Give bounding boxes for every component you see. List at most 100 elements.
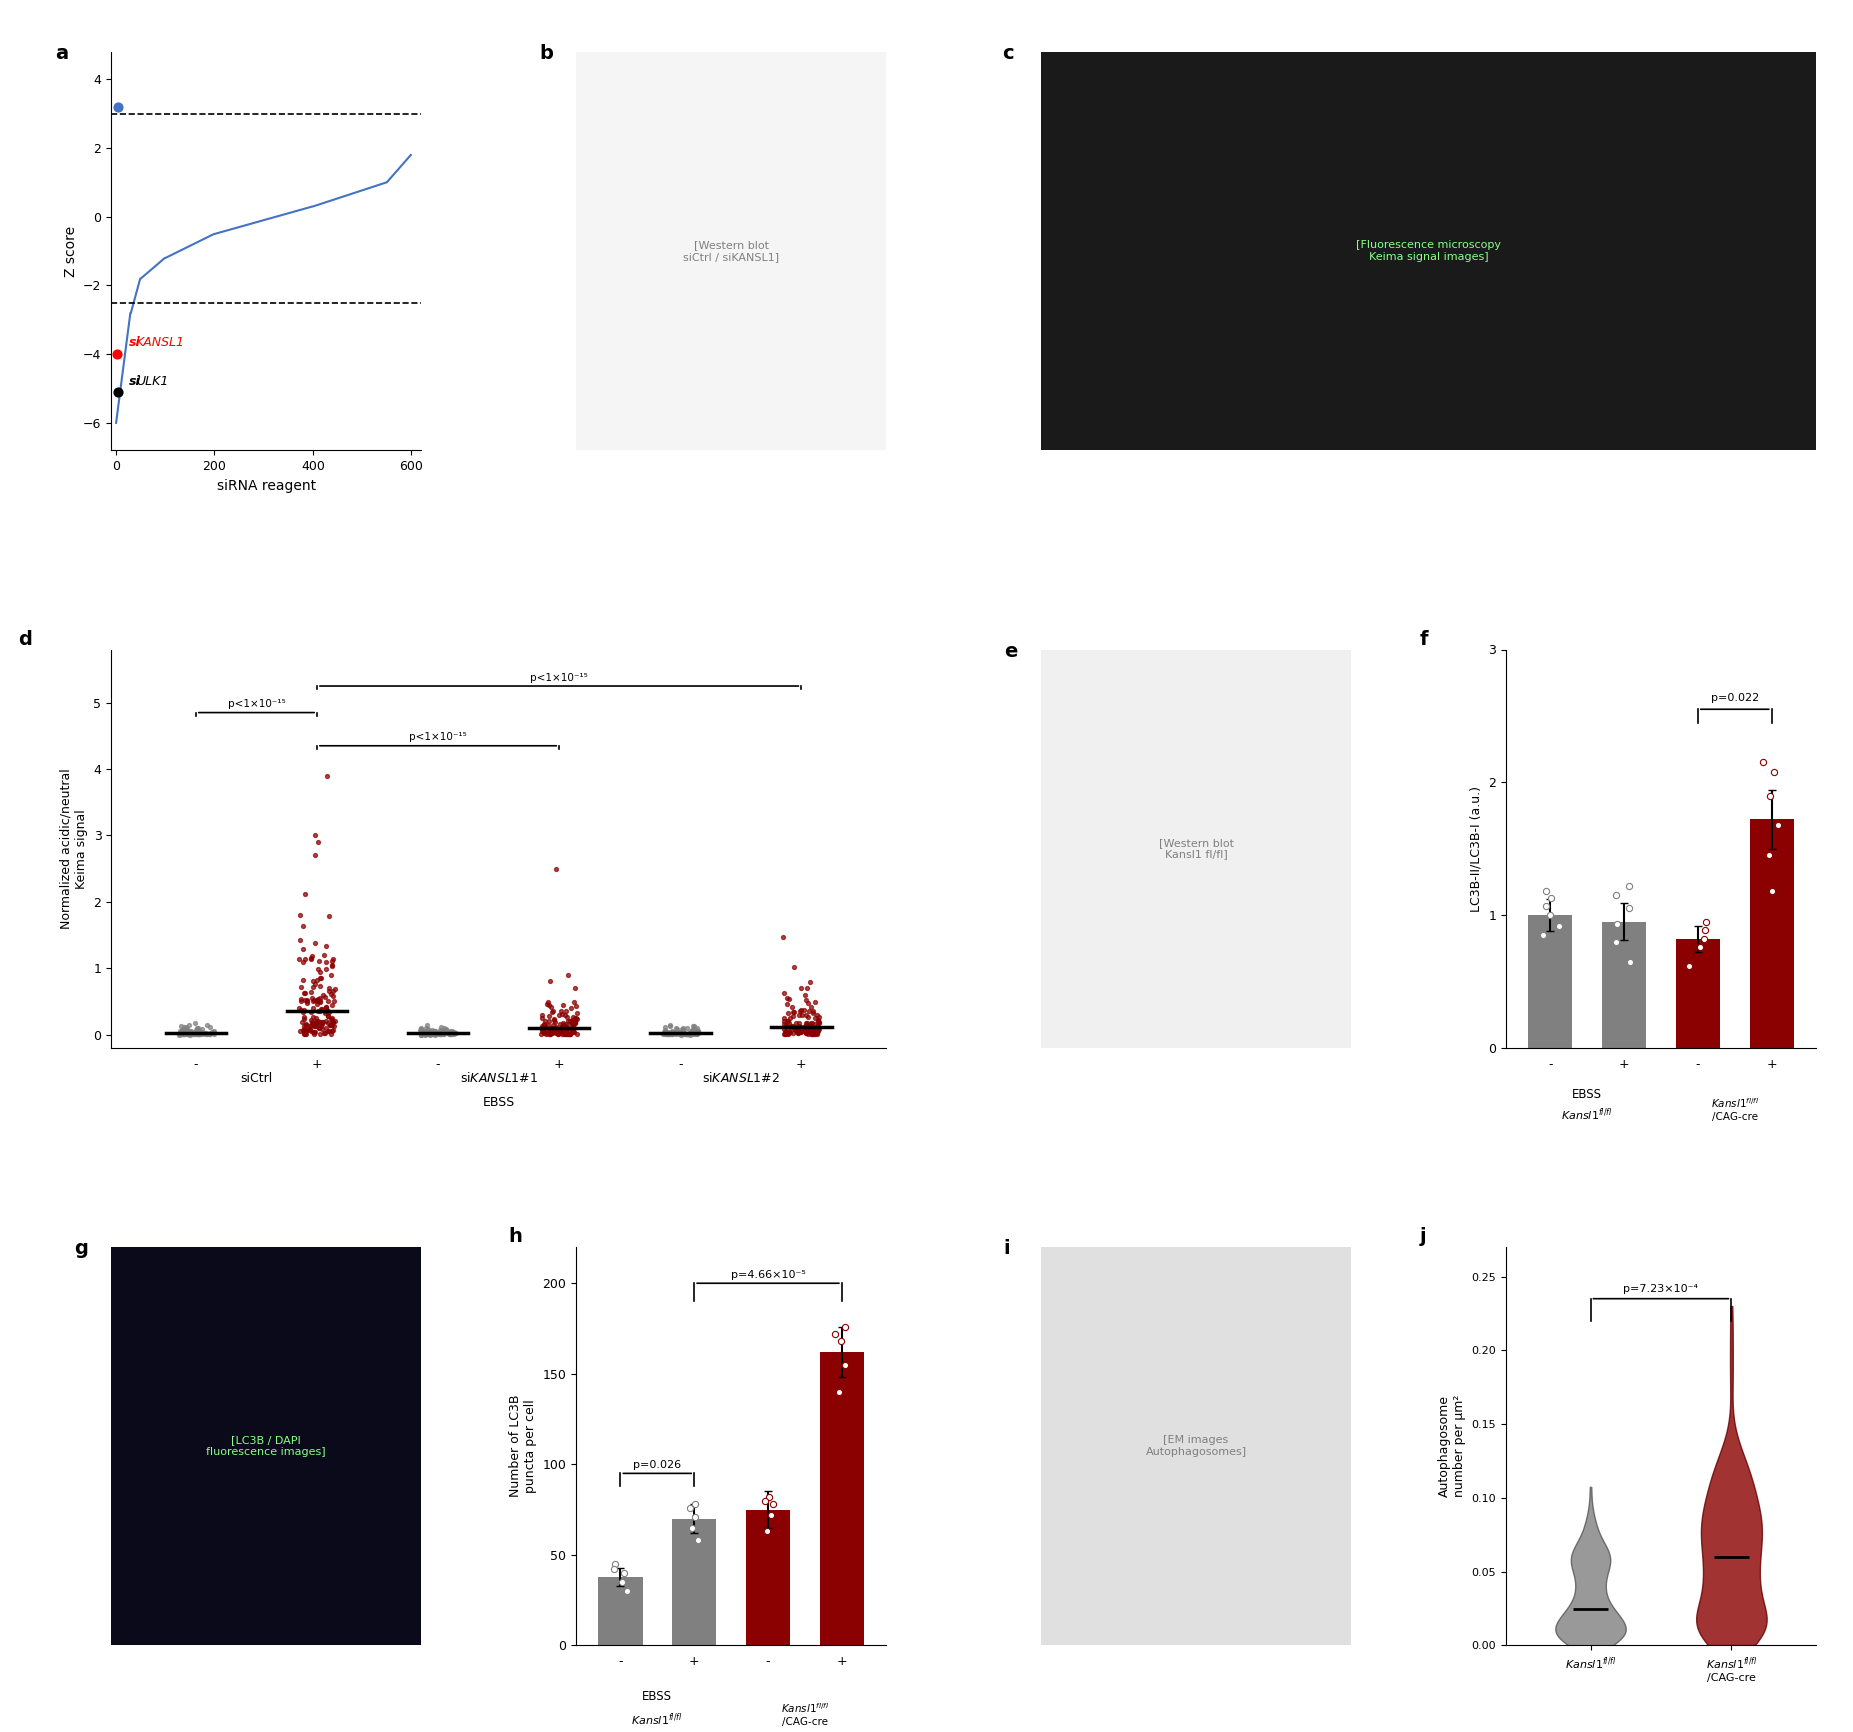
Bar [1529,914,1573,1048]
Point [182,1020,211,1048]
Point [411,1020,441,1048]
Point [421,1020,450,1048]
Point [552,1013,582,1041]
Point [782,1018,812,1046]
Point [752,1517,782,1545]
Point [285,925,315,953]
Point [183,1017,213,1044]
Point [319,982,348,1010]
Point [660,1018,689,1046]
Point [411,1020,441,1048]
Point [421,1020,450,1048]
Point [291,880,321,908]
Point [413,1015,443,1043]
Point [426,1017,456,1044]
Text: p=4.66×10⁻⁵: p=4.66×10⁻⁵ [730,1270,806,1280]
Point [311,762,341,790]
Point [784,998,813,1025]
Point [1688,925,1718,953]
Point [800,1015,830,1043]
Point [788,1001,817,1029]
Point [169,1020,198,1048]
Point [417,1017,447,1044]
Point [196,1018,226,1046]
Point [669,1020,699,1048]
Point [656,1011,686,1039]
Point [195,1020,224,1048]
Point [558,1017,587,1044]
Point [1614,871,1644,899]
Point [185,1018,215,1046]
Point [654,1020,684,1048]
Point [289,1020,319,1048]
Point [317,951,347,979]
Point [775,1008,804,1036]
Point [786,996,815,1024]
Point [552,961,582,989]
Point [563,1005,593,1032]
Text: EBSS: EBSS [643,1690,673,1703]
Point [537,1018,567,1046]
Point [102,378,132,405]
Point [167,1017,196,1044]
Point [804,1006,834,1034]
Point [530,1010,560,1037]
Point [680,1018,710,1046]
Point [680,1503,710,1531]
Point [560,1010,589,1037]
Point [289,1020,319,1048]
Point [178,1020,208,1048]
Point [795,968,825,996]
Point [295,1015,324,1043]
Point [548,1015,578,1043]
Point [543,1020,573,1048]
Point [784,1017,813,1044]
Point [308,1008,337,1036]
Y-axis label: Z score: Z score [63,225,78,277]
Point [780,1015,810,1043]
Point [196,1018,226,1046]
Point [172,1013,202,1041]
Point [545,1001,574,1029]
Point [797,1020,826,1048]
Point [176,1018,206,1046]
Text: $Kansl1^{fl/fl}$: $Kansl1^{fl/fl}$ [632,1711,684,1729]
Point [406,1015,435,1043]
Point [163,1020,193,1048]
Point [285,996,315,1024]
Point [802,1017,832,1044]
Point [426,1020,456,1048]
Point [1757,878,1786,906]
Point [1675,951,1705,979]
Point [775,1018,804,1046]
Point [771,1020,800,1048]
Point [769,923,799,951]
Point [182,1017,211,1044]
Point [684,1017,713,1044]
Point [437,1018,467,1046]
Point [662,1020,691,1048]
Point [797,1013,826,1041]
Point [539,1013,569,1041]
Point [560,975,589,1003]
Point [658,1020,687,1048]
Point [174,1020,204,1048]
Point [287,1015,317,1043]
Point [174,1020,204,1048]
Point [178,1018,208,1046]
Point [413,1020,443,1048]
Text: $Kansl1^{fl/fl}$
/CAG-cre: $Kansl1^{fl/fl}$ /CAG-cre [780,1701,828,1727]
Point [302,1005,332,1032]
Point [424,1017,454,1044]
Point [298,1003,328,1031]
Point [654,1020,684,1048]
Point [302,966,332,994]
Point [793,1010,823,1037]
Point [296,1006,326,1034]
Point [317,1017,347,1044]
Point [530,1017,560,1044]
Y-axis label: Autophagosome
number per μm²: Autophagosome number per μm² [1438,1394,1466,1498]
Point [821,1320,851,1347]
Point [650,1013,680,1041]
Point [791,1018,821,1046]
